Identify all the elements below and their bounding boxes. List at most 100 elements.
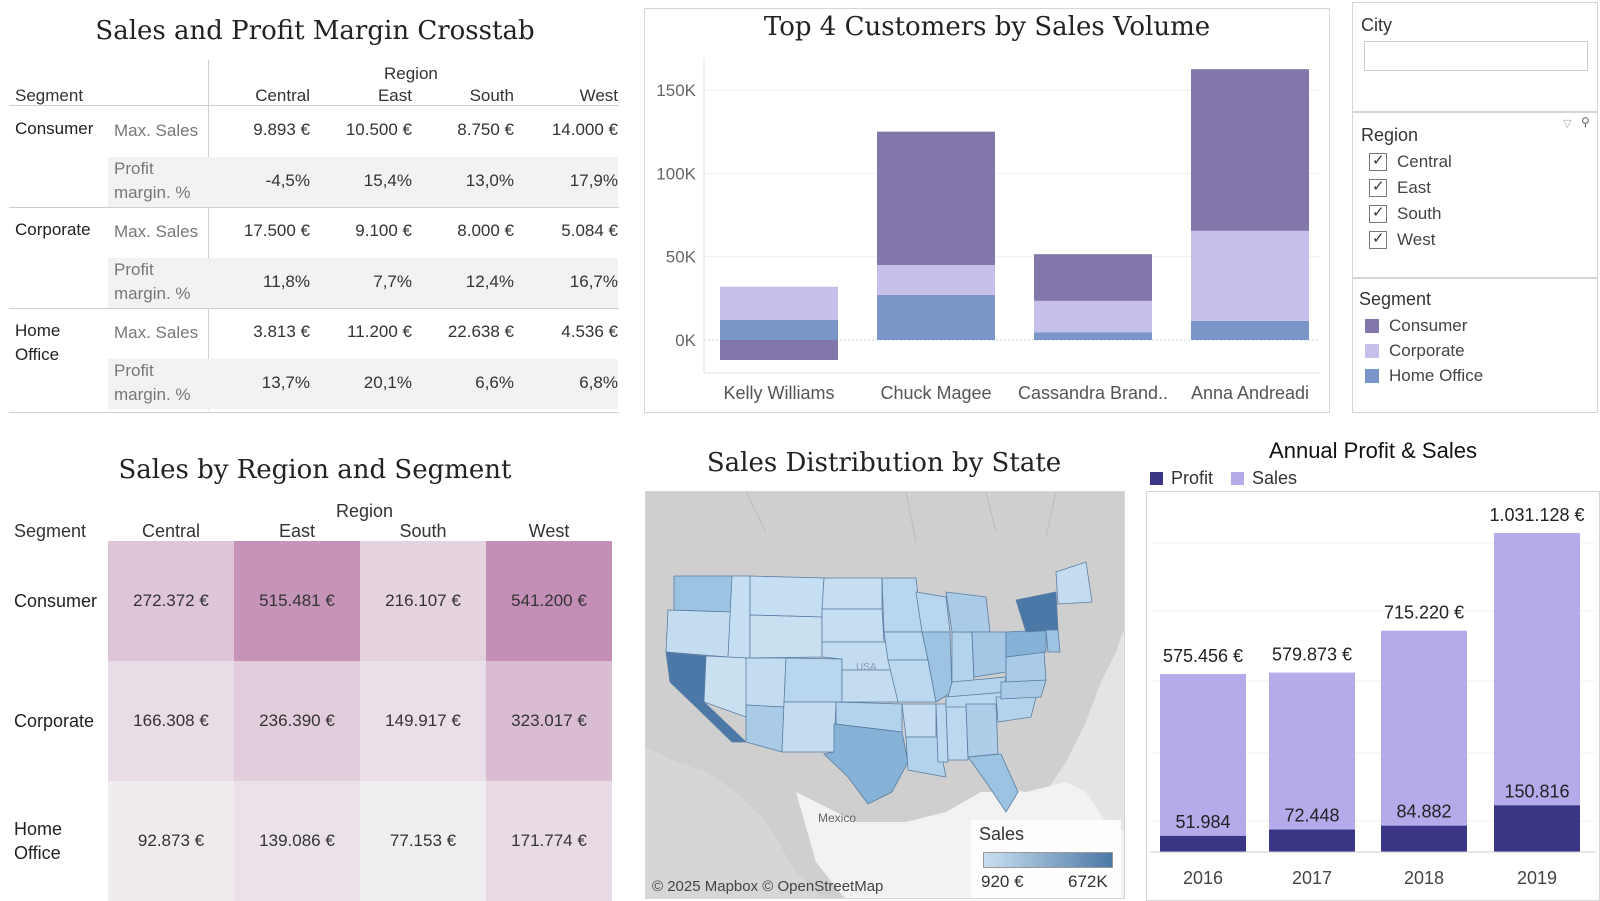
bar-profit[interactable] [1381,825,1467,852]
heatmap-cell[interactable]: 216.107 € [360,541,486,661]
y-tick-label: 50K [666,248,697,267]
x-category-label: Chuck Magee [880,383,991,403]
state-north-carolina [1000,679,1047,700]
state-florida [967,753,1019,813]
top-customers-title: Top 4 Customers by Sales Volume [763,12,1211,42]
bar-home-office[interactable] [1191,320,1309,340]
bar-home-office[interactable] [720,320,838,340]
city-input[interactable] [1364,41,1588,71]
segment-legend-item-home-office[interactable]: Home Office [1365,363,1483,388]
bar-sales[interactable] [1269,672,1355,852]
crosstab-max-sales-cell: 8.750 € [457,120,514,139]
map-canvas: USA Mexico [646,492,1124,898]
crosstab-bottom-divider [9,412,619,413]
crosstab-region-east: East [377,86,412,105]
crosstab-measure-profit-2: margin. % [114,284,191,303]
sales-data-label: 575.456 € [1163,646,1243,666]
heatmap-cell[interactable]: 323.017 € [486,661,612,781]
x-category-label: Anna Andreadi [1191,383,1309,403]
heatmap-cell[interactable]: 149.917 € [360,661,486,781]
bar-sales[interactable] [1381,630,1467,852]
heatmap-region-central: Central [141,521,201,541]
segment-legend-item-consumer[interactable]: Consumer [1365,313,1483,338]
heatmap-cell[interactable]: 166.308 € [108,661,234,781]
crosstab-profit-margin-cell: 15,4% [363,171,412,190]
crosstab-region-header: Region [384,64,438,83]
crosstab-region-south: South [469,86,514,105]
heatmap-segment-label: Office [14,843,61,863]
search-icon[interactable]: ⚲ [1581,115,1590,129]
bar-profit[interactable] [1269,829,1355,852]
heatmap-region-west: West [528,521,570,541]
segment-legend-item-corporate[interactable]: Corporate [1365,338,1483,363]
region-filter-item-south[interactable]: South [1369,201,1452,227]
heatmap-cell[interactable]: 515.481 € [234,541,360,661]
crosstab-measure-profit-1: Profit [114,159,154,178]
state-oregon [665,609,733,658]
bar-corporate[interactable] [1034,300,1152,333]
heatmap-segment-label: Home [14,819,63,839]
crosstab-max-sales-cell: 4.536 € [561,322,618,341]
state-texas [823,723,909,805]
region-filter-list: Central East South West [1369,149,1452,253]
checkbox-checked-icon[interactable] [1369,229,1387,249]
bar-home-office[interactable] [877,295,995,340]
region-filter-item-east[interactable]: East [1369,175,1452,201]
heatmap-cell[interactable]: 541.200 € [486,541,612,661]
annual-legend-label: Sales [1252,468,1298,488]
heatmap-cell[interactable]: 92.873 € [108,781,234,901]
heatmap-region-header: Region [336,501,394,521]
state-idaho [727,575,751,659]
heatmap-cell[interactable]: 236.390 € [234,661,360,781]
heatmap-cell[interactable]: 139.086 € [234,781,360,901]
region-filter-title: Region [1361,125,1419,145]
checkbox-checked-icon[interactable] [1369,177,1387,197]
bar-consumer[interactable] [1034,254,1152,301]
region-filter-item-label: East [1397,178,1432,197]
region-filter-item-west[interactable]: West [1369,227,1452,253]
state-map[interactable]: USA Mexico Sales 920 € 672K © 2025 Mapbo… [645,491,1125,899]
bar-corporate[interactable] [1191,230,1309,321]
bar-consumer[interactable] [877,131,995,265]
bar-sales[interactable] [1160,673,1246,852]
bar-home-office[interactable] [1034,332,1152,341]
y-tick-label: 0K [675,331,696,350]
crosstab-measure-max-sales: Max. Sales [114,222,199,241]
bar-corporate[interactable] [720,286,838,320]
map-legend-gradient [983,852,1113,868]
annual-legend-sales[interactable]: Sales [1231,468,1297,489]
crosstab-segment-label-line2: Office [15,345,60,364]
crosstab-max-sales-cell: 11.200 € [347,322,412,341]
region-filter-item-central[interactable]: Central [1369,149,1452,175]
checkbox-checked-icon[interactable] [1369,151,1387,171]
crosstab-max-sales-cell: 5.084 € [561,221,618,240]
y-tick-label: 150K [656,81,696,100]
bar-sales[interactable] [1494,533,1580,852]
state-new-mexico [781,701,837,753]
heatmap-cell[interactable]: 272.372 € [108,541,234,661]
heatmap-cell[interactable]: 77.153 € [360,781,486,901]
state-maine-nh [1055,561,1093,605]
map-attribution[interactable]: © 2025 Mapbox © OpenStreetMap [652,878,884,895]
crosstab-vertical-divider [208,60,209,410]
bar-profit[interactable] [1160,835,1246,852]
state-michigan [945,591,991,633]
heatmap-region-east: East [278,521,316,541]
funnel-icon[interactable]: ▽ [1563,118,1572,130]
bar-consumer[interactable] [1191,69,1309,231]
crosstab-profit-margin-cell: 12,4% [465,272,514,291]
bar-corporate[interactable] [877,265,995,295]
map-legend-min: 920 € [981,872,1024,891]
bar-consumer[interactable] [720,340,838,360]
state-minnesota [881,577,923,633]
state-colorado [783,657,843,703]
state-mississippi [935,703,949,763]
bar-profit[interactable] [1494,805,1580,852]
heatmap-cell[interactable]: 171.774 € [486,781,612,901]
crosstab-band [108,258,618,308]
checkbox-checked-icon[interactable] [1369,203,1387,223]
heatmap-region-south: South [399,521,447,541]
crosstab-measure-profit-2: margin. % [114,385,191,404]
x-year-label: 2016 [1183,868,1223,888]
annual-legend-profit[interactable]: Profit [1150,468,1213,489]
